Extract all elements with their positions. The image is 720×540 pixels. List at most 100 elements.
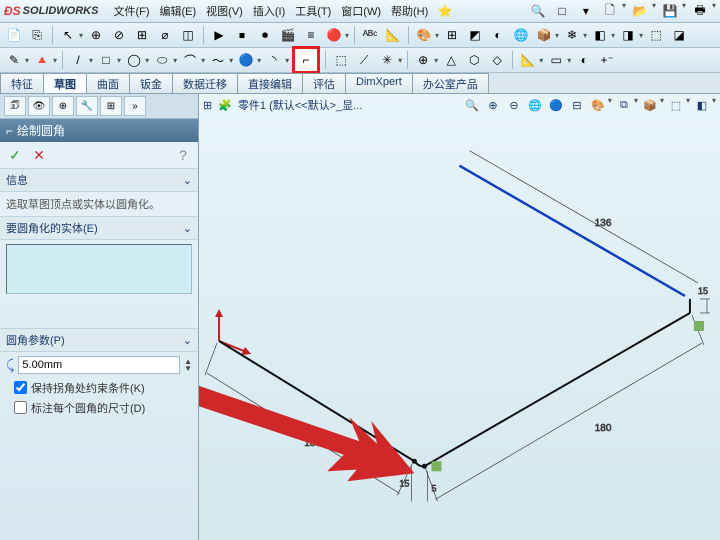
sketch-fillet-button[interactable]: ⌐ — [292, 46, 320, 74]
dim-value[interactable]: 180 — [595, 423, 612, 434]
toolbar-icon[interactable]: ▾ — [201, 56, 205, 65]
keep-corner-row[interactable]: 保持拐角处约束条件(K) — [0, 378, 198, 398]
toolbar-icon[interactable]: 🔵 — [236, 50, 256, 70]
toolbar-icon[interactable]: ⌀ — [155, 25, 175, 45]
toolbar-icon[interactable]: ⊕ — [413, 50, 433, 70]
toolbar-icon[interactable]: ◐ — [488, 25, 508, 45]
menu-insert[interactable]: 插入(I) — [250, 1, 288, 21]
toolbar-icon[interactable]: ▾ — [79, 31, 83, 40]
collapse-icon[interactable]: ⌄ — [183, 222, 192, 235]
toolbar-icon[interactable]: ⏹ — [232, 25, 252, 45]
toolbar-icon[interactable]: 🎬 — [278, 25, 298, 45]
toolbar-icon[interactable]: ▾ — [435, 31, 439, 40]
params-section-header[interactable]: 圆角参数(P) ⌄ — [0, 328, 198, 352]
toolbar-icon[interactable]: 📄 — [4, 25, 24, 45]
toolbar-icon[interactable]: ▾ — [434, 56, 438, 65]
display-tab-icon[interactable]: ⊞ — [100, 96, 122, 116]
view-toolbar-icon[interactable]: ▾ — [686, 96, 690, 114]
view-toolbar-icon[interactable]: 🔍 — [463, 96, 481, 114]
feature-tree-tab-icon[interactable]: 🗊 — [4, 96, 26, 116]
toolbar-icon[interactable]: ⬡ — [464, 50, 484, 70]
toolbar-icon[interactable]: ▭ — [546, 50, 566, 70]
label-each-row[interactable]: 标注每个圆角的尺寸(D) — [0, 398, 198, 418]
toolbar-icon[interactable]: △ — [441, 50, 461, 70]
toolbar-icon[interactable]: □ — [96, 50, 116, 70]
entities-listbox[interactable] — [6, 244, 192, 294]
cancel-button[interactable]: ✕ — [30, 146, 48, 164]
menu-edit[interactable]: 编辑(E) — [157, 1, 200, 21]
part-name[interactable]: 零件1 (默认<<默认>_显... — [238, 97, 362, 113]
toolbar-icon[interactable]: ◪ — [669, 25, 689, 45]
toolbar-icon[interactable]: ▾ — [555, 31, 559, 40]
tab-dimxpert[interactable]: DimXpert — [345, 73, 413, 93]
toolbar-icon[interactable]: ◐ — [574, 50, 594, 70]
qa-new-icon[interactable]: 🗋 — [600, 1, 620, 21]
toolbar-icon[interactable]: ✳ — [377, 50, 397, 70]
toolbar-icon[interactable]: ✎ — [4, 50, 24, 70]
dim-value[interactable]: 5 — [431, 483, 436, 493]
extra-tab-icon[interactable]: » — [124, 96, 146, 116]
toolbar-icon[interactable]: ▾ — [539, 56, 543, 65]
view-toolbar-icon[interactable]: ▾ — [712, 96, 716, 114]
config-tab-icon[interactable]: ⊕ — [52, 96, 74, 116]
toolbar-icon[interactable]: ▾ — [285, 56, 289, 65]
qa-print-icon[interactable]: 🖶 — [690, 1, 710, 21]
menu-file[interactable]: 文件(F) — [110, 1, 152, 21]
toolbar-icon[interactable]: 🎨 — [414, 25, 434, 45]
toolbar-icon[interactable]: ▾ — [145, 56, 149, 65]
toolbar-icon[interactable]: 〜 — [208, 50, 228, 70]
view-toolbar-icon[interactable]: 📦 — [641, 96, 659, 114]
view-toolbar-icon[interactable]: ⊟ — [568, 96, 586, 114]
tab-sheetmetal[interactable]: 钣金 — [129, 73, 173, 93]
toolbar-icon[interactable]: 📦 — [534, 25, 554, 45]
toolbar-icon[interactable]: 🔴 — [324, 25, 344, 45]
sketch-canvas[interactable]: 136 180 136 15 15 5 — [199, 118, 720, 540]
view-toolbar-icon[interactable]: ▾ — [660, 96, 664, 114]
toolbar-icon[interactable]: ⬭ — [152, 50, 172, 70]
info-section-header[interactable]: 信息 ⌄ — [0, 168, 198, 192]
caret-icon[interactable]: ▾ — [682, 1, 686, 21]
dim-value[interactable]: 136 — [595, 218, 612, 229]
label-each-checkbox[interactable] — [14, 401, 27, 414]
menu-window[interactable]: 窗口(W) — [338, 1, 384, 21]
ok-button[interactable]: ✓ — [6, 146, 24, 164]
toolbar-icon[interactable]: ▾ — [583, 31, 587, 40]
qa-search-icon[interactable]: 🔍 — [528, 1, 548, 21]
toolbar-icon[interactable]: ▾ — [639, 31, 643, 40]
toolbar-icon[interactable]: ◇ — [487, 50, 507, 70]
collapse-icon[interactable]: ⌄ — [183, 334, 192, 347]
tab-sketch[interactable]: 草图 — [43, 73, 87, 93]
view-toolbar-icon[interactable]: 🔵 — [547, 96, 565, 114]
toolbar-icon[interactable]: ↖ — [58, 25, 78, 45]
toolbar-icon[interactable]: ▾ — [53, 56, 57, 65]
view-toolbar-icon[interactable]: ⧉ — [615, 96, 633, 114]
toolbar-icon[interactable]: ▾ — [25, 56, 29, 65]
qa-icon[interactable]: ▾ — [576, 1, 596, 21]
tree-expand-icon[interactable]: ⊞ — [203, 99, 212, 112]
menu-help[interactable]: 帮助(H) — [388, 1, 431, 21]
toolbar-icon[interactable]: ▾ — [173, 56, 177, 65]
toolbar-icon[interactable]: ▾ — [117, 56, 121, 65]
toolbar-icon[interactable]: ▾ — [257, 56, 261, 65]
toolbar-icon[interactable]: ▾ — [398, 56, 402, 65]
caret-icon[interactable]: ▾ — [622, 1, 626, 21]
property-tab-icon[interactable]: 👁 — [28, 96, 50, 116]
toolbar-icon[interactable]: ⟋ — [354, 50, 374, 70]
tab-features[interactable]: 特征 — [0, 73, 44, 93]
toolbar-icon[interactable]: +⁻ — [597, 50, 617, 70]
toolbar-icon[interactable]: ▾ — [611, 31, 615, 40]
sketch-point[interactable] — [412, 459, 417, 464]
view-toolbar-icon[interactable]: ▾ — [634, 96, 638, 114]
qa-save-icon[interactable]: 💾 — [660, 1, 680, 21]
keep-corner-checkbox[interactable] — [14, 381, 27, 394]
toolbar-icon[interactable]: ◝ — [264, 50, 284, 70]
toolbar-icon[interactable]: ⏺ — [255, 25, 275, 45]
toolbar-icon[interactable]: ▾ — [345, 31, 349, 40]
menu-tools[interactable]: 工具(T) — [292, 1, 334, 21]
toolbar-icon[interactable]: ⊞ — [132, 25, 152, 45]
toolbar-icon[interactable]: ⊘ — [109, 25, 129, 45]
view-toolbar-icon[interactable]: ⊕ — [484, 96, 502, 114]
toolbar-icon[interactable]: ▾ — [229, 56, 233, 65]
collapse-icon[interactable]: ⌄ — [183, 174, 192, 187]
toolbar-icon[interactable]: 🔺 — [32, 50, 52, 70]
